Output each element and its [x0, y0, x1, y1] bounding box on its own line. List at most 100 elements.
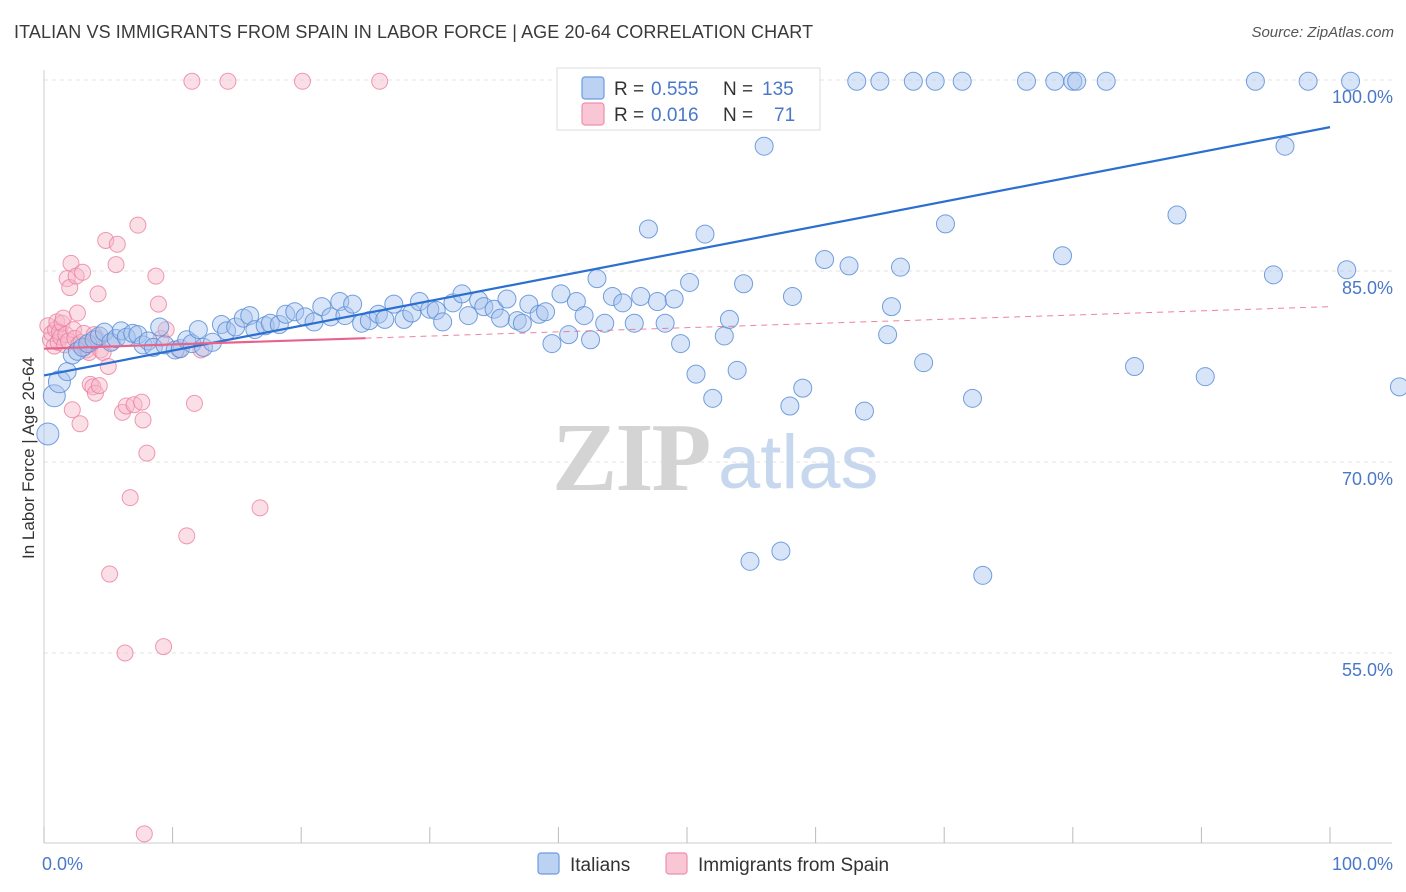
- spain-point: [133, 393, 151, 411]
- x-tick-labels: 0.0% 100.0%: [42, 854, 1393, 874]
- spain-trend-line-solid: [43, 337, 366, 350]
- italians-point: [211, 314, 231, 334]
- spain-point: [81, 375, 99, 393]
- y-axis-label: In Labor Force | Age 20-64: [19, 357, 38, 559]
- spain-point: [293, 72, 311, 90]
- italians-point: [581, 330, 601, 350]
- italians-point: [914, 353, 934, 373]
- watermark-zip: ZIP: [552, 404, 710, 512]
- italians-point: [680, 272, 700, 292]
- italians-point: [426, 300, 446, 320]
- italians-point: [631, 286, 651, 306]
- italians-point: [935, 214, 955, 234]
- italians-point: [727, 360, 747, 380]
- spain-point: [155, 638, 173, 656]
- italians-point: [870, 71, 890, 91]
- italians-point: [671, 334, 691, 354]
- italians-point: [143, 337, 163, 357]
- spain-point: [138, 444, 156, 462]
- legend-n-label-2: N =: [723, 105, 753, 126]
- y-tick-label-70: 70.0%: [1342, 469, 1393, 489]
- italians-point: [734, 274, 754, 294]
- spain-point: [116, 644, 134, 662]
- italians-point: [719, 309, 739, 329]
- italians-point: [714, 326, 734, 346]
- spain-point: [121, 489, 139, 507]
- spain-point: [101, 565, 119, 583]
- spain-point: [71, 415, 89, 433]
- series-spain-points: [39, 72, 389, 843]
- italians-point: [878, 325, 898, 345]
- spain-point: [52, 328, 70, 346]
- spain-point: [86, 384, 104, 402]
- legend-r-label-2: R =: [614, 105, 644, 126]
- italians-point: [1167, 205, 1187, 225]
- italians-point: [89, 326, 109, 346]
- italians-point: [695, 224, 715, 244]
- italians-point: [559, 325, 579, 345]
- italians-point: [384, 294, 404, 314]
- spain-point: [185, 394, 203, 412]
- italians-point: [1067, 71, 1087, 91]
- italians-point: [285, 302, 305, 322]
- italians-point: [638, 219, 658, 239]
- spain-point: [135, 825, 153, 843]
- italians-point: [62, 345, 82, 365]
- italians-point: [771, 541, 791, 561]
- bottom-legend: Italians Immigrants from Spain: [537, 852, 889, 876]
- legend-r-label-1: R =: [614, 79, 644, 100]
- bottom-legend-swatch-spain: [665, 852, 688, 875]
- italians-point: [94, 322, 114, 342]
- italians-point: [1045, 71, 1065, 91]
- italians-point: [782, 286, 802, 306]
- italians-point: [740, 551, 760, 571]
- spain-point: [183, 72, 201, 90]
- italians-point: [574, 306, 594, 326]
- italians-point: [881, 297, 901, 317]
- spain-point: [68, 304, 86, 322]
- legend-r-value-1: 0.555: [651, 79, 699, 100]
- italians-point: [1275, 136, 1295, 156]
- italians-point: [150, 317, 170, 337]
- italians-point: [613, 293, 633, 313]
- bottom-legend-italians: Italians: [570, 855, 630, 876]
- trend-lines: [43, 126, 1331, 377]
- top-legend: R = 0.555 N = 135 R = 0.016 N = 71: [556, 67, 821, 131]
- spain-point: [251, 499, 269, 517]
- italians-point: [47, 370, 71, 394]
- italians-point: [536, 302, 556, 322]
- x-tick-label-min: 0.0%: [42, 854, 83, 874]
- italians-point: [780, 396, 800, 416]
- italians-point: [754, 136, 774, 156]
- italians-point: [962, 388, 982, 408]
- spain-point: [129, 216, 147, 234]
- italians-point: [847, 71, 867, 91]
- italians-point: [1245, 71, 1265, 91]
- italians-point: [491, 308, 511, 328]
- chart-title: ITALIAN VS IMMIGRANTS FROM SPAIN IN LABO…: [14, 22, 814, 42]
- legend-n-value-2: 71: [774, 105, 795, 126]
- spain-point: [65, 321, 83, 339]
- italians-point: [1337, 260, 1357, 280]
- italians-point: [433, 312, 453, 332]
- watermark-atlas: atlas: [718, 420, 879, 505]
- italians-point: [507, 311, 527, 331]
- y-tick-label-85: 85.0%: [1342, 278, 1393, 298]
- italians-point: [1341, 71, 1361, 91]
- spain-point: [107, 256, 125, 274]
- italians-point: [686, 364, 706, 384]
- italians-point: [793, 378, 813, 398]
- italians-point: [602, 286, 622, 306]
- italians-point: [664, 289, 684, 309]
- italians-point: [542, 334, 562, 354]
- bottom-legend-swatch-italians: [537, 852, 560, 875]
- italians-point: [240, 306, 260, 326]
- italians-point: [128, 325, 148, 345]
- italians-point: [973, 565, 993, 585]
- spain-point: [89, 285, 107, 303]
- y-tick-label-100: 100.0%: [1332, 87, 1393, 107]
- legend-n-label-1: N =: [723, 79, 753, 100]
- series-italians-points: [36, 71, 1406, 585]
- italians-point: [839, 256, 859, 276]
- spain-point: [219, 72, 237, 90]
